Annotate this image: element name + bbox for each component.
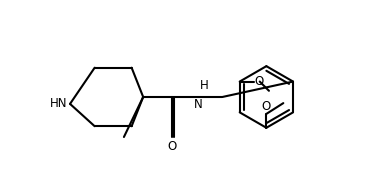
Text: O: O bbox=[168, 140, 177, 153]
Text: HN: HN bbox=[49, 97, 67, 110]
Text: O: O bbox=[254, 75, 263, 88]
Text: O: O bbox=[262, 100, 271, 113]
Text: N: N bbox=[194, 98, 202, 112]
Text: H: H bbox=[200, 79, 209, 92]
